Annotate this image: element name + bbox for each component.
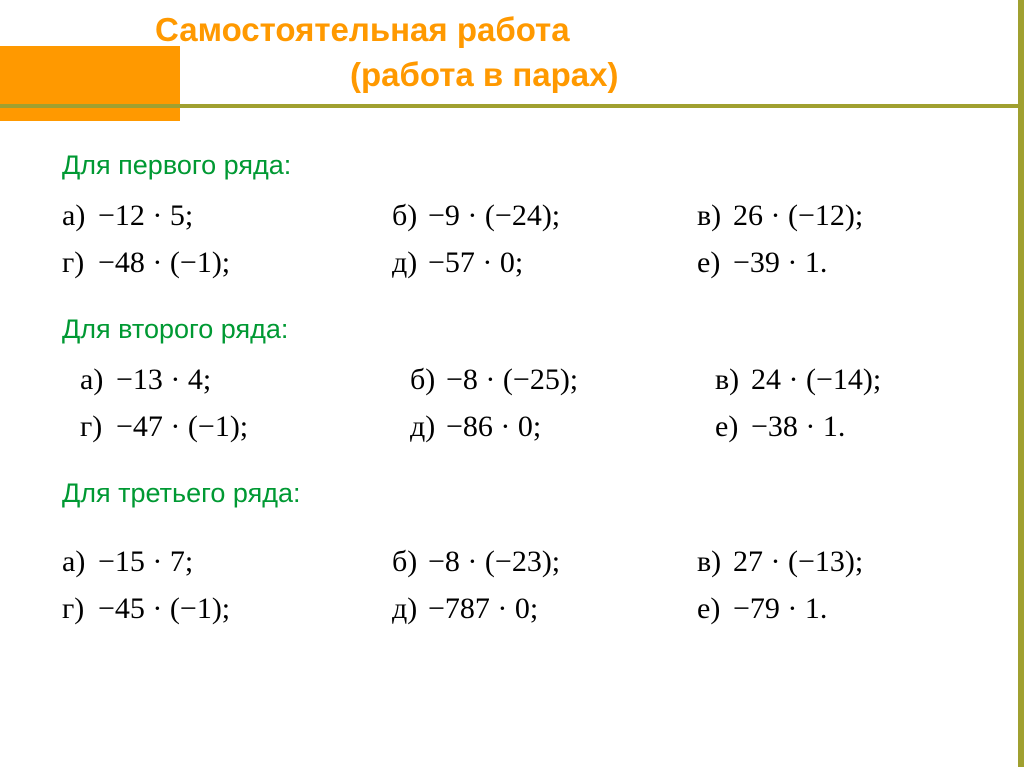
section-label-1: Для первого ряда: <box>62 150 982 181</box>
problem-label: б) <box>392 193 428 240</box>
problem-label: в) <box>697 193 733 240</box>
problem-label: е) <box>697 586 733 633</box>
section-label-3: Для третьего ряда: <box>62 478 982 509</box>
problem-label: е) <box>697 240 733 287</box>
problem-expr: −45 · (−1); <box>98 592 230 625</box>
horizontal-rule <box>0 104 1024 108</box>
content-area: Для первого ряда: а)−12 · 5; б)−9 · (−24… <box>62 150 982 632</box>
problem-label: а) <box>80 357 116 404</box>
problem-expr: 27 · (−13); <box>733 545 863 578</box>
problem-row: а)−12 · 5; б)−9 · (−24); в)26 · (−12); <box>62 193 982 240</box>
problem-expr: −79 · 1. <box>733 592 827 625</box>
problem-expr: −15 · 7; <box>98 545 193 578</box>
problem-expr: 26 · (−12); <box>733 199 863 232</box>
problem-expr: −86 · 0; <box>446 410 541 443</box>
problem-label: д) <box>410 404 446 451</box>
problem-label: г) <box>62 240 98 287</box>
page-title: Самостоятельная работа (работа в парах) <box>155 8 975 97</box>
title-line-1: Самостоятельная работа <box>155 8 975 53</box>
problem-expr: 24 · (−14); <box>751 363 881 396</box>
problem-expr: −9 · (−24); <box>428 199 560 232</box>
problem-expr: −8 · (−23); <box>428 545 560 578</box>
problem-row: г)−45 · (−1); д)−787 · 0; е)−79 · 1. <box>62 586 982 633</box>
problems-block-3: а)−15 · 7; б)−8 · (−23); в)27 · (−13); г… <box>62 539 982 632</box>
problems-block-1: а)−12 · 5; б)−9 · (−24); в)26 · (−12); г… <box>62 193 982 286</box>
problem-expr: −8 · (−25); <box>446 363 578 396</box>
problem-expr: −48 · (−1); <box>98 246 230 279</box>
problem-label: д) <box>392 586 428 633</box>
problem-expr: −12 · 5; <box>98 199 193 232</box>
problem-label: г) <box>62 586 98 633</box>
problems-block-2: а)−13 · 4; б)−8 · (−25); в)24 · (−14); г… <box>62 357 982 450</box>
problem-expr: −38 · 1. <box>751 410 845 443</box>
problem-label: а) <box>62 193 98 240</box>
problem-expr: −47 · (−1); <box>116 410 248 443</box>
problem-label: е) <box>715 404 751 451</box>
problem-label: б) <box>410 357 446 404</box>
problem-label: д) <box>392 240 428 287</box>
corner-block <box>0 46 180 121</box>
problem-row: а)−13 · 4; б)−8 · (−25); в)24 · (−14); <box>80 357 982 404</box>
problem-label: а) <box>62 539 98 586</box>
title-line-2: (работа в парах) <box>350 53 975 98</box>
problem-expr: −57 · 0; <box>428 246 523 279</box>
section-label-2: Для второго ряда: <box>62 314 982 345</box>
problem-row: г)−48 · (−1); д)−57 · 0; е)−39 · 1. <box>62 240 982 287</box>
problem-row: г)−47 · (−1); д)−86 · 0; е)−38 · 1. <box>80 404 982 451</box>
right-rule <box>1018 0 1024 767</box>
problem-label: в) <box>697 539 733 586</box>
problem-label: б) <box>392 539 428 586</box>
problem-expr: −39 · 1. <box>733 246 827 279</box>
problem-label: г) <box>80 404 116 451</box>
problem-expr: −13 · 4; <box>116 363 211 396</box>
problem-label: в) <box>715 357 751 404</box>
problem-expr: −787 · 0; <box>428 592 538 625</box>
problem-row: а)−15 · 7; б)−8 · (−23); в)27 · (−13); <box>62 539 982 586</box>
